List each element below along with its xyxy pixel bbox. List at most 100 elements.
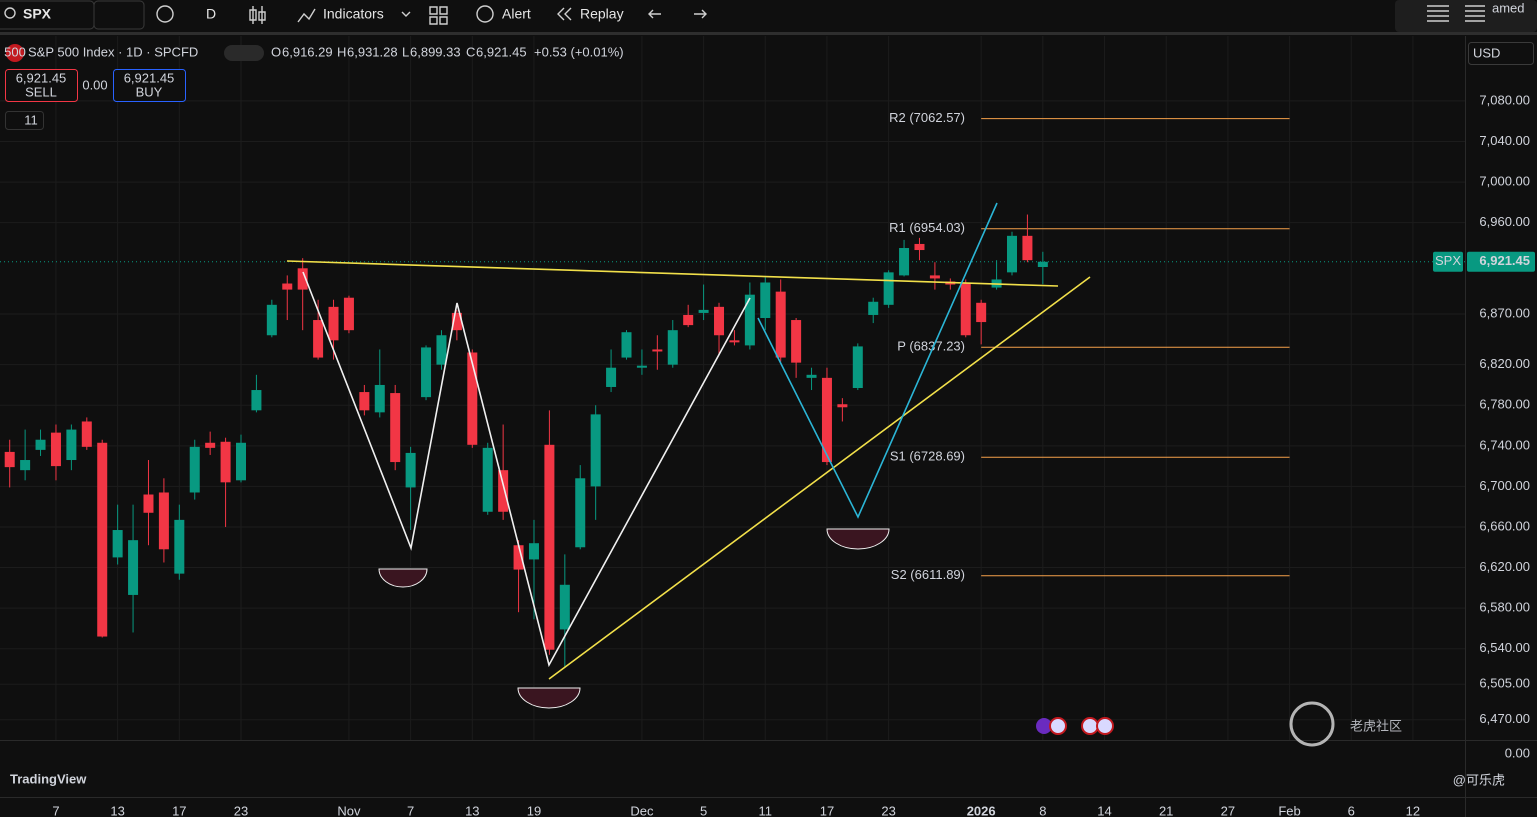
status-pill[interactable] xyxy=(224,45,264,61)
candle-body xyxy=(683,314,694,326)
candle-body xyxy=(236,442,246,481)
y-tick-label: 6,740.00 xyxy=(1479,437,1530,452)
toolbar-bg xyxy=(0,0,1537,32)
undo[interactable] xyxy=(648,9,661,19)
chart-type-icon[interactable] xyxy=(249,6,266,24)
interval[interactable]: D xyxy=(206,6,216,22)
candle-body xyxy=(189,446,200,493)
candle-body xyxy=(282,283,293,290)
candle-body xyxy=(467,352,478,445)
zigzag-cyan xyxy=(757,202,998,519)
x-tick-label: 8 xyxy=(1039,803,1046,817)
candle-body xyxy=(976,302,987,323)
y-tick-label: 6,580.00 xyxy=(1479,600,1530,615)
l-label: L xyxy=(402,44,409,59)
candle-body xyxy=(174,519,185,574)
candle-body xyxy=(714,306,725,336)
candle-body xyxy=(852,346,863,388)
candle-body xyxy=(328,306,339,341)
y-tick-label: 6,660.00 xyxy=(1479,518,1530,533)
candle-body xyxy=(590,414,601,487)
neckline xyxy=(286,260,1059,287)
h-label: H xyxy=(337,44,346,59)
symbol[interactable]: SPX xyxy=(23,6,52,22)
author: @可乐虎 xyxy=(1453,772,1505,787)
layouts-icon[interactable] xyxy=(429,6,448,25)
event-icon[interactable] xyxy=(1049,717,1067,735)
candle-body xyxy=(1022,235,1033,261)
indicators-icon xyxy=(297,8,316,23)
y-tick-label: 7,000.00 xyxy=(1479,174,1530,189)
x-tick-label: 21 xyxy=(1159,803,1173,817)
candle-body xyxy=(698,309,709,313)
x-tick-label: 23 xyxy=(234,803,248,817)
candle-body xyxy=(374,384,385,413)
candle-body xyxy=(390,393,401,463)
alert-icon xyxy=(476,5,494,23)
x-tick-label: Feb xyxy=(1278,803,1300,817)
arc-marker xyxy=(378,568,428,588)
candle-body xyxy=(313,320,324,358)
candle-body xyxy=(143,494,154,513)
x-tick-label: 17 xyxy=(172,803,186,817)
currency: USD xyxy=(1473,45,1500,60)
compare-button[interactable] xyxy=(93,0,145,30)
candle-body xyxy=(405,452,416,488)
indicator-toggle[interactable] xyxy=(5,111,44,130)
logo: TradingView xyxy=(10,771,87,786)
candle-body xyxy=(929,275,940,279)
dropdown[interactable] xyxy=(401,11,411,17)
redo[interactable] xyxy=(694,9,707,19)
low-value: 6,899.33 xyxy=(410,44,461,59)
indicators[interactable]: Indicators xyxy=(323,6,384,22)
x-tick-label: 13 xyxy=(465,803,479,817)
alert[interactable]: Alert xyxy=(502,6,531,22)
candle-body xyxy=(1007,235,1017,273)
last-price-symbol: SPX xyxy=(1435,253,1461,268)
watermark: 老虎社区 xyxy=(1350,718,1402,733)
candle-body xyxy=(343,297,354,331)
candle-body xyxy=(868,301,879,315)
candle-body xyxy=(914,243,925,251)
zigzag-white xyxy=(302,271,751,668)
currency-select[interactable] xyxy=(1468,42,1534,65)
x-tick-label: 7 xyxy=(52,803,59,817)
y-tick-label: 6,620.00 xyxy=(1479,559,1530,574)
sell-label: SELL xyxy=(25,84,57,99)
drawings xyxy=(286,202,1114,735)
event-icon[interactable] xyxy=(1096,717,1114,735)
candle-body xyxy=(421,347,432,398)
y-tick-label: 6,470.00 xyxy=(1479,711,1530,726)
indicator-count: 11 xyxy=(24,112,38,127)
y-tick-label: 6,960.00 xyxy=(1479,214,1530,229)
x-tick-label: 19 xyxy=(527,803,541,817)
menu-icons[interactable] xyxy=(1427,5,1485,22)
event-icon[interactable] xyxy=(1036,718,1052,734)
candle-body xyxy=(205,442,216,448)
event-icon[interactable] xyxy=(1081,717,1099,735)
x-tick-label: 11 xyxy=(759,803,773,817)
pivot-label: R1 (6954.03) xyxy=(889,220,965,235)
pivot-label: R2 (7062.57) xyxy=(889,110,965,125)
candle-body xyxy=(436,335,447,365)
candle-body xyxy=(266,304,277,336)
candle-body xyxy=(883,272,894,305)
x-tick-label: 5 xyxy=(700,803,707,817)
candle-body xyxy=(498,470,509,512)
badge-bg xyxy=(6,44,24,62)
candle-body xyxy=(251,390,262,411)
plot: R2 (7062.57) R1 (6954.03) P (6837.23) S1 (6… xyxy=(0,110,1465,668)
candle-body xyxy=(50,432,61,467)
candle-body xyxy=(359,392,370,411)
last-price-bg xyxy=(1467,251,1535,272)
x-tick-label: Nov xyxy=(337,803,361,817)
buy-button[interactable] xyxy=(113,69,186,102)
candle-body xyxy=(775,291,786,358)
search-icon xyxy=(4,7,16,19)
replay[interactable]: Replay xyxy=(580,6,624,22)
add-symbol[interactable] xyxy=(156,5,174,23)
candle-body xyxy=(513,545,524,570)
sell-button[interactable] xyxy=(5,69,78,102)
